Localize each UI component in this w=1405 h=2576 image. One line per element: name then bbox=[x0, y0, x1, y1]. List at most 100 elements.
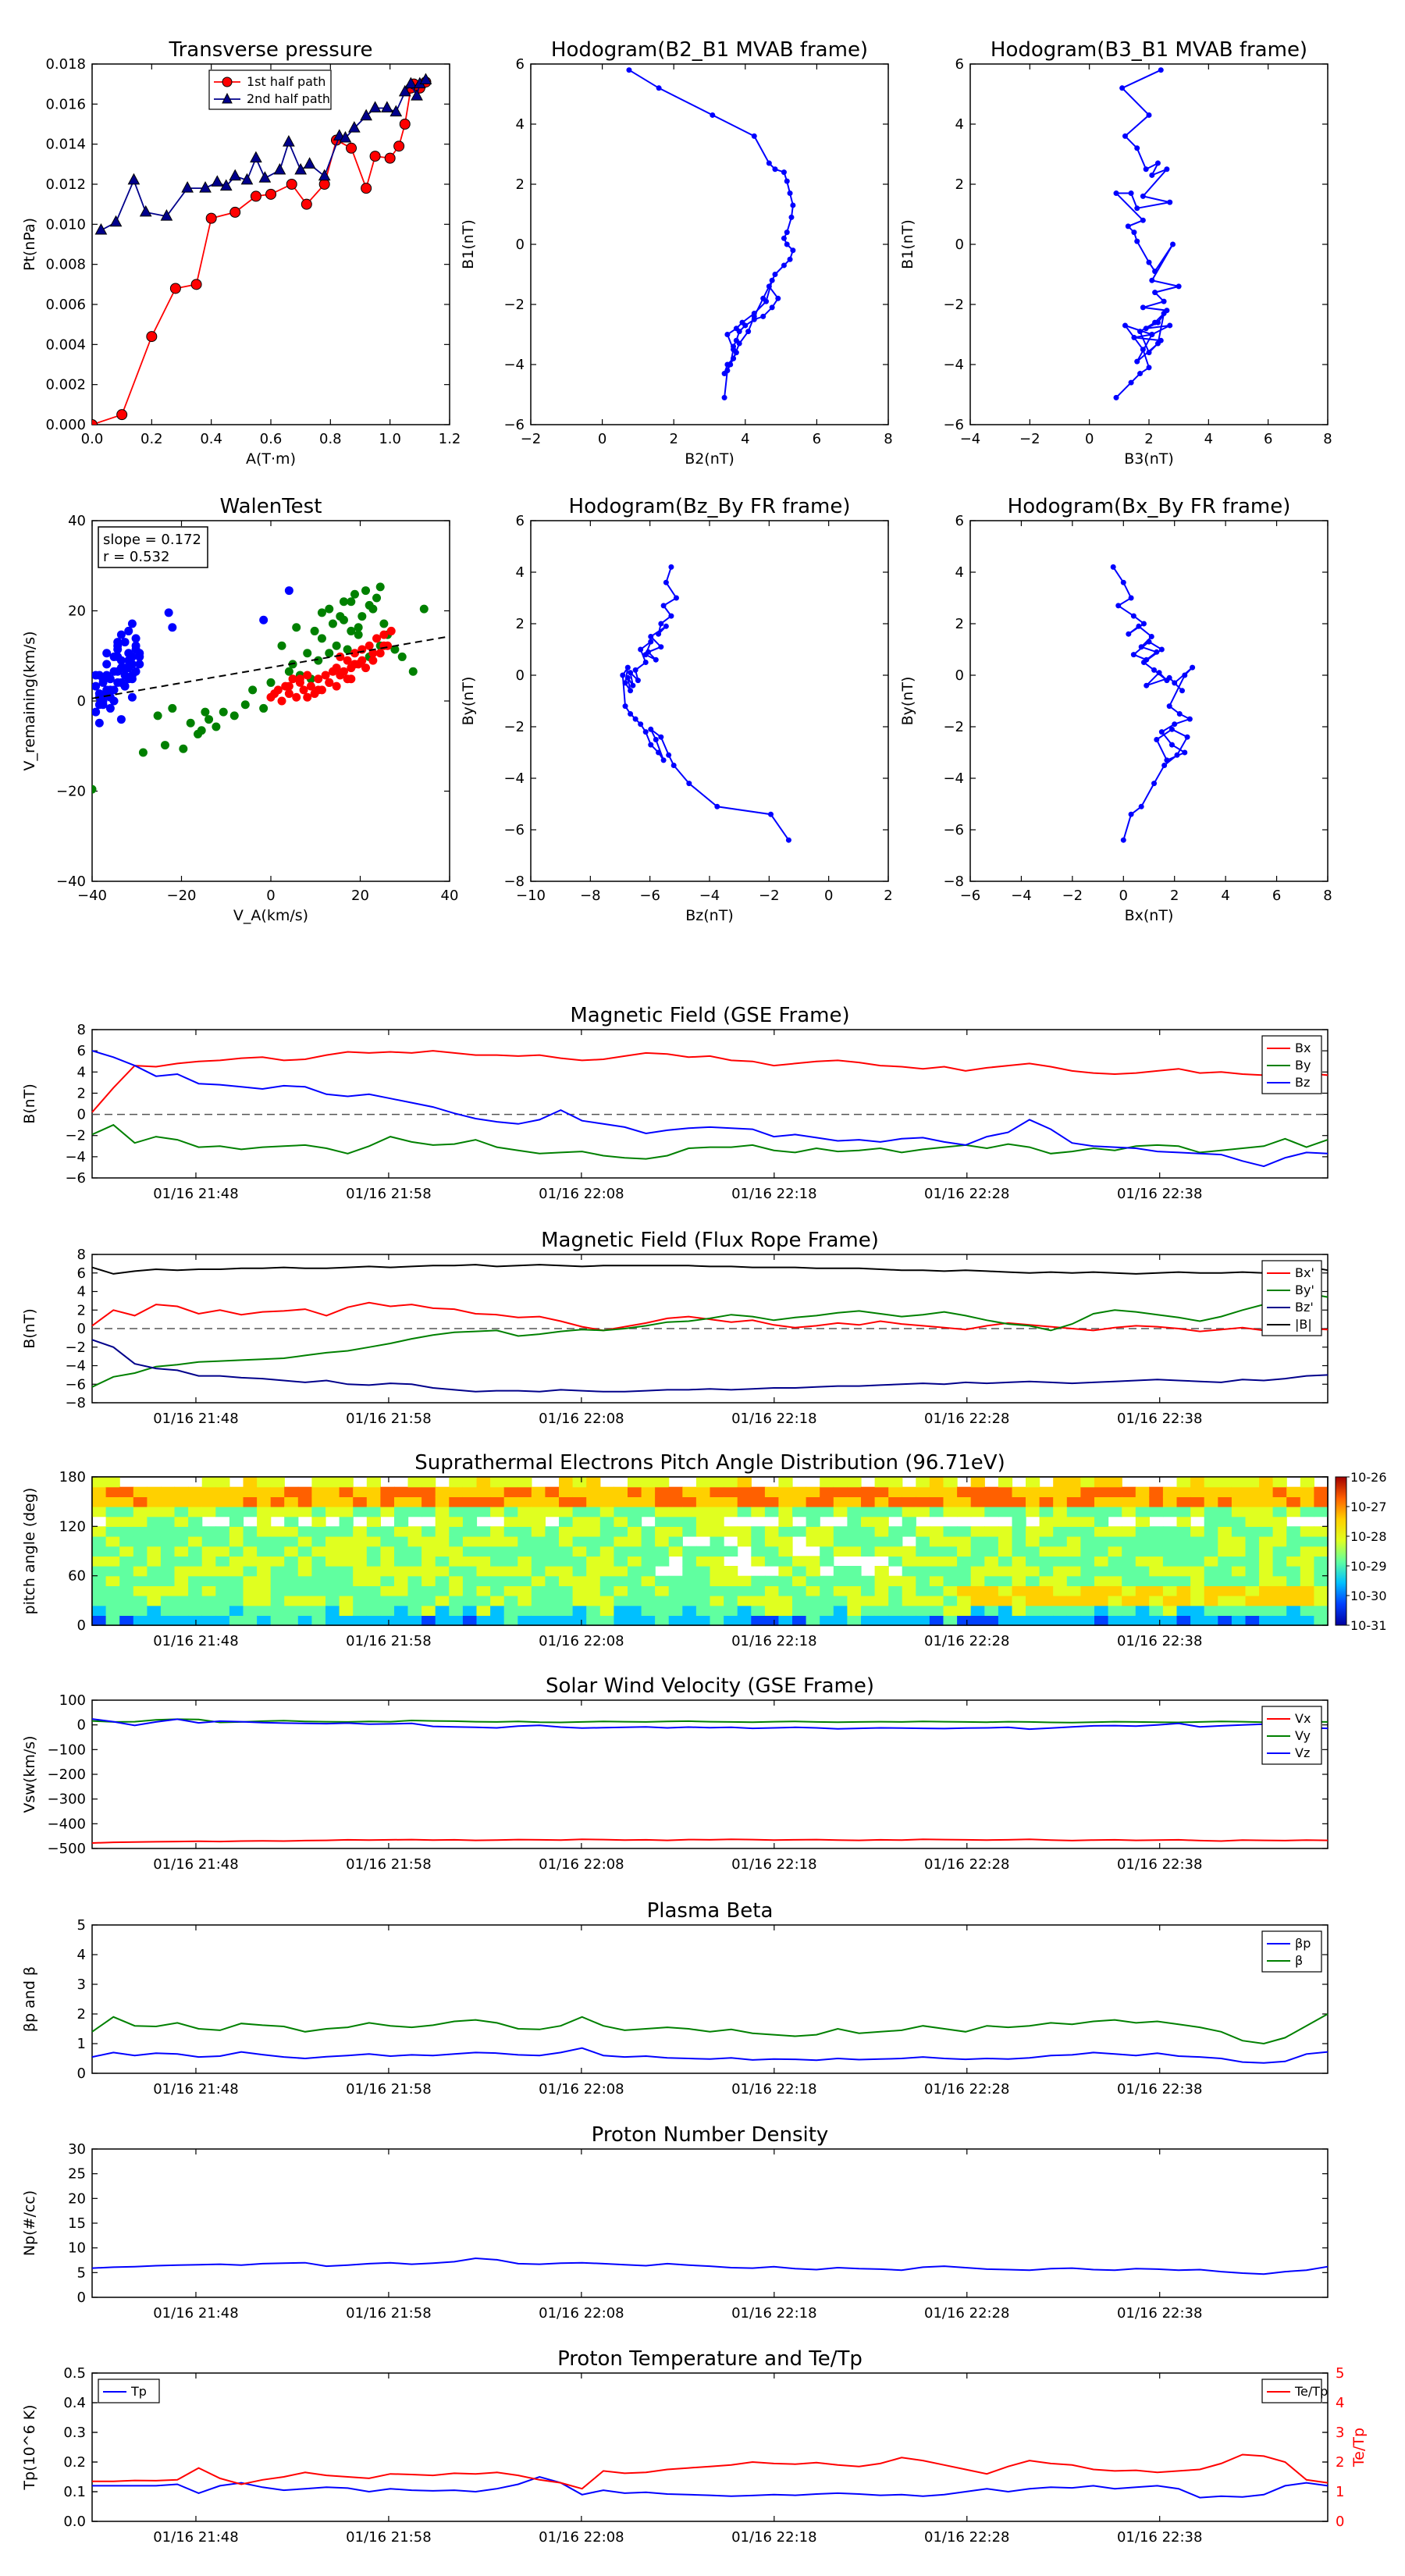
scatter-point bbox=[361, 586, 371, 596]
data-point bbox=[399, 119, 411, 130]
heatmap-cell bbox=[628, 1566, 642, 1577]
h2-frame bbox=[969, 63, 1329, 425]
y-tick-label: 0.018 bbox=[45, 56, 86, 73]
fit-line bbox=[92, 635, 450, 699]
heatmap-cell bbox=[1245, 1477, 1260, 1488]
heatmap-cell bbox=[820, 1507, 834, 1517]
time-tick-label: 01/16 21:58 bbox=[346, 2081, 431, 2097]
heatmap-cell bbox=[916, 1585, 930, 1596]
heatmap-cell bbox=[1108, 1566, 1122, 1577]
scatter-point bbox=[347, 597, 356, 607]
heatmap-cell bbox=[751, 1526, 766, 1537]
heatmap-cell bbox=[984, 1585, 999, 1596]
heatmap-cell bbox=[1122, 1546, 1136, 1557]
time-tick-label: 01/16 22:38 bbox=[1117, 1856, 1202, 1873]
x-tick-label: 40 bbox=[441, 888, 459, 904]
scatter-point bbox=[124, 626, 133, 635]
heatmap-cell bbox=[614, 1615, 628, 1626]
scatter-point bbox=[372, 593, 382, 603]
heatmap-cell bbox=[407, 1605, 422, 1616]
heatmap-cell bbox=[160, 1605, 176, 1616]
heatmap-cell bbox=[1218, 1526, 1232, 1537]
heatmap-cell bbox=[1094, 1596, 1109, 1606]
heatmap-cell bbox=[1026, 1496, 1040, 1507]
heatmap-cell bbox=[820, 1605, 834, 1616]
heatmap-cell bbox=[380, 1486, 395, 1497]
heatmap-cell bbox=[284, 1507, 299, 1517]
vsw-frame bbox=[91, 1699, 1329, 1849]
heatmap-cell bbox=[737, 1507, 752, 1517]
h3-plot-area bbox=[620, 564, 791, 843]
heatmap-cell bbox=[119, 1605, 134, 1616]
heatmap-cell bbox=[490, 1496, 505, 1507]
heatmap-cell bbox=[1135, 1605, 1150, 1616]
beta-frame bbox=[91, 1924, 1329, 2074]
heatmap-cell bbox=[586, 1477, 601, 1488]
heatmap-cell bbox=[147, 1526, 162, 1537]
heatmap-cell bbox=[503, 1605, 518, 1616]
heatmap-cell bbox=[325, 1546, 340, 1557]
heatmap-cell bbox=[916, 1605, 930, 1616]
x-tick-label: 8 bbox=[1323, 431, 1332, 447]
data-point bbox=[1136, 623, 1142, 629]
heatmap-cell bbox=[984, 1605, 999, 1616]
heatmap-cell bbox=[1012, 1615, 1026, 1626]
data-point bbox=[1140, 217, 1146, 223]
heatmap-cell bbox=[174, 1566, 189, 1577]
heatmap-cell bbox=[490, 1526, 505, 1537]
heatmap-cell bbox=[105, 1605, 120, 1616]
data-point bbox=[1172, 721, 1178, 728]
data-point bbox=[240, 173, 254, 185]
heatmap-cell bbox=[559, 1605, 574, 1616]
heatmap-cell bbox=[1259, 1605, 1274, 1616]
heatmap-cell bbox=[764, 1486, 780, 1497]
heatmap-cell bbox=[888, 1526, 903, 1537]
heatmap-cell bbox=[1272, 1486, 1287, 1497]
data-point bbox=[788, 214, 795, 220]
heatmap-cell bbox=[614, 1486, 628, 1497]
series-line bbox=[91, 1301, 1329, 1333]
heatmap-cell bbox=[147, 1507, 162, 1517]
heatmap-cell bbox=[188, 1615, 203, 1626]
heatmap-cell bbox=[710, 1496, 724, 1507]
data-point bbox=[686, 781, 692, 787]
y-tick-label: −500 bbox=[48, 1841, 86, 1857]
y-tick-label: 0.000 bbox=[45, 417, 86, 433]
heatmap-cell bbox=[792, 1585, 807, 1596]
y-tick-label: 0 bbox=[955, 667, 964, 684]
heatmap-cell bbox=[339, 1615, 354, 1626]
y-tick-label: 0.002 bbox=[45, 377, 86, 393]
data-point bbox=[1130, 613, 1136, 619]
heatmap-cell bbox=[957, 1526, 972, 1537]
heatmap-cell bbox=[229, 1585, 244, 1596]
heatmap-cell bbox=[503, 1536, 518, 1547]
heatmap-cell bbox=[586, 1526, 601, 1537]
y-tick-label: −4 bbox=[943, 770, 964, 787]
heatmap-cell bbox=[1094, 1526, 1109, 1537]
x-tick-label: 6 bbox=[1264, 431, 1272, 447]
heatmap-cell bbox=[957, 1546, 972, 1557]
heatmap-cell bbox=[1080, 1566, 1095, 1577]
heatmap-cell bbox=[682, 1575, 697, 1586]
heatmap-cell bbox=[695, 1486, 711, 1497]
scatter-point bbox=[248, 685, 258, 695]
heatmap-cell bbox=[1012, 1605, 1026, 1616]
heatmap-cell bbox=[174, 1615, 189, 1626]
heatmap-cell bbox=[737, 1585, 752, 1596]
heatmap-cell bbox=[1176, 1566, 1191, 1577]
heatmap-cell bbox=[724, 1585, 738, 1596]
y-axis-label: Tp(10^6 K) bbox=[21, 2404, 38, 2490]
heatmap-cell bbox=[641, 1605, 656, 1616]
heatmap-cell bbox=[422, 1536, 436, 1547]
heatmap-cell bbox=[1286, 1546, 1301, 1557]
heatmap-cell bbox=[215, 1575, 230, 1586]
heatmap-cell bbox=[503, 1596, 518, 1606]
heatmap-cell bbox=[614, 1575, 628, 1586]
heatmap-cell bbox=[1162, 1526, 1178, 1537]
data-point bbox=[303, 157, 316, 169]
y-tick-label: 100 bbox=[59, 1692, 86, 1709]
heatmap-cell bbox=[778, 1536, 793, 1547]
scatter-point bbox=[160, 741, 169, 750]
heatmap-cell bbox=[1272, 1615, 1287, 1626]
heatmap-cell bbox=[147, 1536, 162, 1547]
